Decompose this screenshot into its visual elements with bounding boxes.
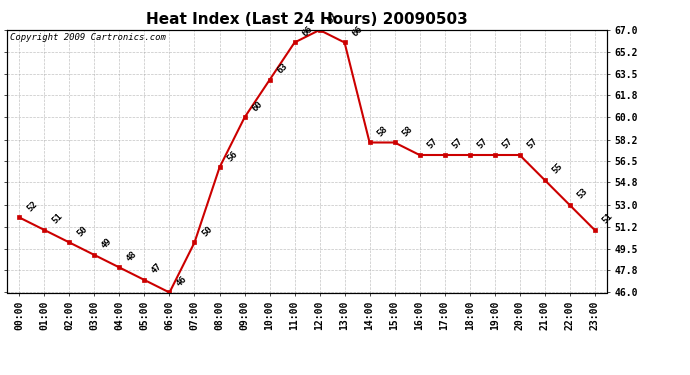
Text: 50: 50 bbox=[75, 224, 89, 238]
Text: 57: 57 bbox=[425, 137, 439, 151]
Text: 67: 67 bbox=[325, 12, 339, 26]
Text: 66: 66 bbox=[350, 24, 364, 38]
Text: 51: 51 bbox=[600, 212, 614, 226]
Text: Copyright 2009 Cartronics.com: Copyright 2009 Cartronics.com bbox=[10, 33, 166, 42]
Text: 58: 58 bbox=[400, 124, 414, 138]
Text: 57: 57 bbox=[475, 137, 489, 151]
Text: 60: 60 bbox=[250, 99, 264, 113]
Text: 55: 55 bbox=[550, 162, 564, 176]
Text: 63: 63 bbox=[275, 62, 289, 76]
Text: 52: 52 bbox=[25, 200, 39, 213]
Text: 48: 48 bbox=[125, 249, 139, 263]
Text: 49: 49 bbox=[100, 237, 114, 251]
Text: 57: 57 bbox=[450, 137, 464, 151]
Text: 46: 46 bbox=[175, 274, 189, 288]
Text: 66: 66 bbox=[300, 24, 314, 38]
Text: 58: 58 bbox=[375, 124, 389, 138]
Text: 56: 56 bbox=[225, 149, 239, 164]
Text: 57: 57 bbox=[525, 137, 539, 151]
Text: 47: 47 bbox=[150, 262, 164, 276]
Text: 50: 50 bbox=[200, 224, 214, 238]
Text: 57: 57 bbox=[500, 137, 514, 151]
Title: Heat Index (Last 24 Hours) 20090503: Heat Index (Last 24 Hours) 20090503 bbox=[146, 12, 468, 27]
Text: 51: 51 bbox=[50, 212, 64, 226]
Text: 53: 53 bbox=[575, 187, 589, 201]
